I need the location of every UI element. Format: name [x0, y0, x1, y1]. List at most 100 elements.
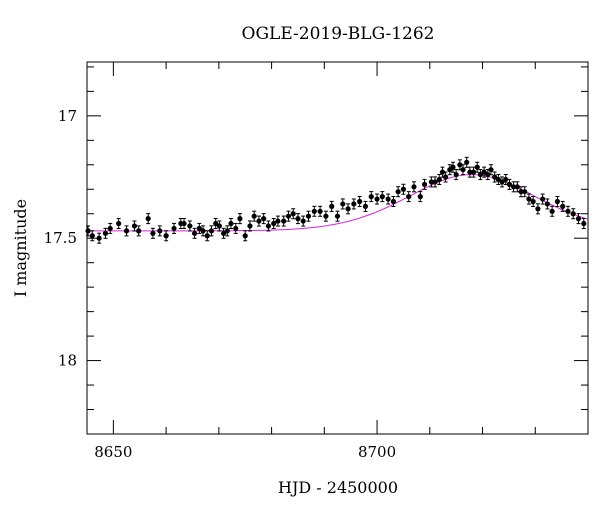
data-point: [136, 225, 142, 237]
x-tick-label: 8650: [94, 443, 132, 461]
point-marker: [150, 230, 156, 236]
point-marker: [565, 208, 571, 214]
point-marker: [123, 228, 130, 234]
data-point: [351, 198, 357, 210]
point-marker: [581, 220, 587, 227]
point-marker: [503, 176, 509, 183]
point-marker: [554, 198, 561, 205]
point-marker: [570, 211, 576, 217]
data-point: [145, 213, 151, 225]
data-point: [457, 159, 463, 171]
data-point: [233, 222, 239, 234]
data-point: [171, 222, 177, 234]
axis-tick-labels: 8650870087501717.518: [44, 107, 397, 461]
data-point: [247, 220, 253, 232]
point-marker: [477, 171, 484, 178]
point-marker: [492, 174, 498, 180]
data-point: [362, 200, 369, 212]
data-point: [518, 186, 524, 198]
point-marker: [470, 169, 477, 175]
point-marker: [340, 201, 346, 207]
data-point: [581, 218, 587, 230]
point-marker: [535, 206, 541, 212]
point-marker: [530, 198, 536, 205]
data-point: [237, 213, 243, 225]
data-point: [181, 218, 187, 230]
data-point: [499, 176, 505, 188]
point-marker: [329, 203, 335, 209]
data-point: [163, 230, 169, 242]
point-marker: [540, 196, 546, 202]
data-point: [470, 166, 477, 178]
point-marker: [145, 216, 151, 222]
data-point: [417, 191, 423, 203]
point-marker: [514, 184, 520, 190]
point-marker: [368, 194, 374, 200]
point-marker: [251, 213, 257, 219]
data-point: [368, 191, 374, 203]
point-marker: [411, 184, 417, 190]
point-marker: [421, 181, 428, 187]
data-point: [390, 196, 397, 207]
data-point: [432, 176, 438, 188]
point-marker: [460, 167, 466, 173]
data-point: [191, 227, 198, 239]
point-marker: [467, 169, 473, 175]
data-point: [395, 186, 401, 198]
point-marker: [242, 233, 248, 239]
point-marker: [443, 174, 449, 180]
data-point: [549, 205, 555, 217]
point-marker: [208, 228, 215, 234]
data-point: [213, 218, 219, 230]
point-marker: [334, 213, 341, 219]
data-point: [503, 173, 509, 185]
data-point: [305, 210, 312, 222]
data-point: [157, 225, 163, 237]
data-point: [216, 220, 222, 232]
point-marker: [390, 198, 397, 205]
data-point: [271, 218, 277, 230]
point-marker: [247, 223, 253, 229]
data-point: [421, 178, 428, 190]
point-marker: [196, 225, 202, 232]
data-point: [385, 193, 391, 205]
data-point: [317, 205, 323, 217]
point-marker: [345, 206, 351, 212]
point-marker: [281, 218, 287, 224]
point-marker: [290, 211, 296, 217]
point-marker: [305, 213, 312, 219]
point-marker: [200, 228, 206, 234]
point-marker: [485, 171, 491, 178]
data-point: [96, 232, 102, 244]
data-points: [85, 156, 587, 244]
point-marker: [522, 189, 528, 195]
point-marker: [395, 189, 401, 195]
data-point: [411, 181, 417, 193]
point-marker: [499, 179, 505, 185]
y-tick-label: 17.5: [44, 229, 77, 247]
data-point: [123, 225, 130, 237]
data-point: [200, 225, 206, 237]
data-point: [565, 205, 571, 217]
point-marker: [157, 228, 163, 234]
point-marker: [506, 181, 513, 187]
data-point: [340, 198, 346, 210]
data-point: [488, 164, 494, 176]
data-point: [570, 208, 576, 220]
data-point: [357, 196, 363, 207]
point-marker: [228, 220, 234, 227]
point-marker: [187, 223, 193, 229]
point-marker: [275, 218, 281, 224]
point-marker: [233, 225, 239, 232]
point-marker: [237, 216, 243, 222]
point-marker: [256, 218, 262, 224]
data-point: [477, 169, 484, 181]
data-point: [436, 173, 442, 185]
point-marker: [428, 179, 434, 185]
chart-title: OGLE-2019-BLG-1262: [242, 24, 435, 44]
point-marker: [261, 216, 267, 222]
data-point: [261, 213, 267, 225]
data-point: [256, 215, 262, 227]
point-marker: [265, 223, 272, 229]
